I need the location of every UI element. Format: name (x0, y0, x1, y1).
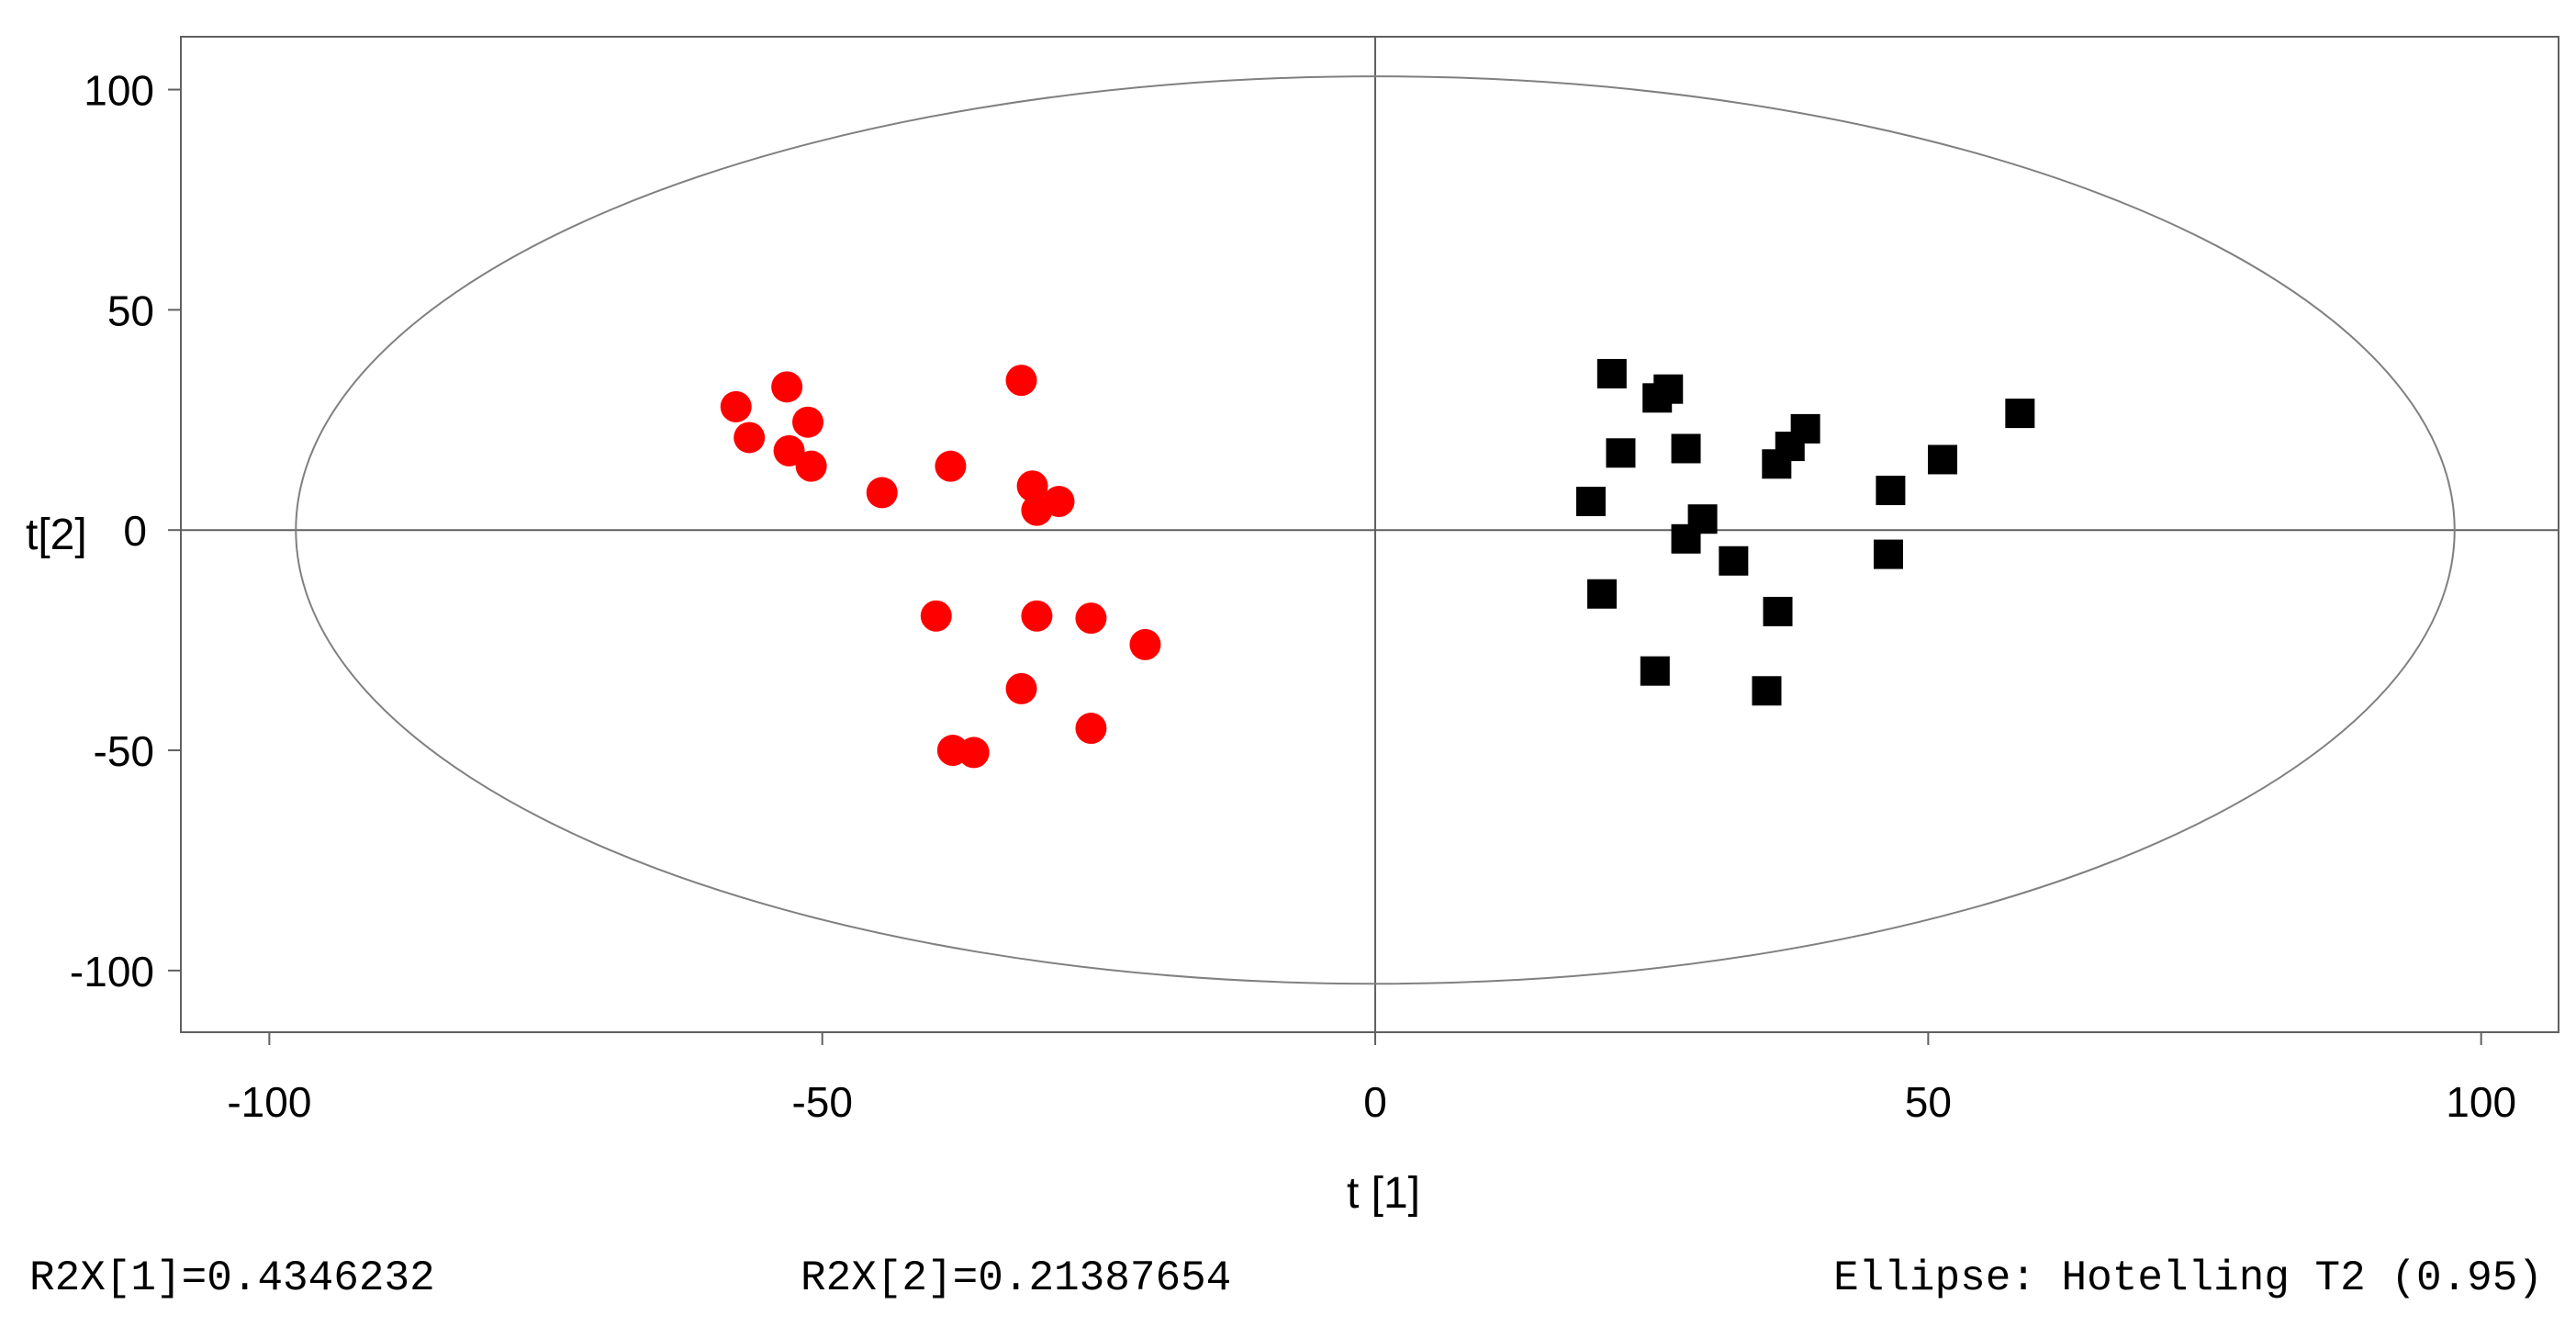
data-points (720, 358, 2035, 769)
data-point-circle (771, 371, 803, 403)
data-point-square (1763, 596, 1793, 626)
data-point-circle (1075, 713, 1107, 745)
r2x2-label: R2X[2]=0.21387654 (801, 1254, 1231, 1302)
x-tick-label: -50 (791, 1078, 852, 1126)
x-axis: -100 -50 0 50 100 (227, 1032, 2516, 1126)
hotelling-ellipse (295, 75, 2456, 985)
data-point-circle (1005, 365, 1037, 397)
data-point-circle (935, 450, 967, 482)
y-axis-title: t[2] (26, 511, 87, 559)
data-point-square (1876, 476, 1906, 506)
y-tick-label: 50 (107, 287, 154, 334)
data-point-circle (720, 390, 752, 422)
data-point-square (1719, 545, 1749, 576)
zero-lines (181, 37, 2559, 1032)
data-point-square (1762, 449, 1792, 479)
x-tick-label: 100 (2446, 1078, 2516, 1126)
data-point-circle (795, 450, 827, 482)
y-tick-label: 100 (84, 67, 154, 115)
data-point-circle (958, 737, 990, 769)
data-point-circle (1021, 600, 1053, 632)
data-point-square (1671, 523, 1701, 554)
plot-frame (180, 36, 2559, 1033)
data-point-square (1596, 358, 1627, 388)
y-tick-label: 0 (123, 507, 147, 555)
data-point-circle (773, 434, 805, 467)
data-point-square (1671, 433, 1701, 464)
data-point-circle (734, 422, 766, 454)
data-point-square (1640, 656, 1670, 686)
r2x1-label: R2X[1]=0.4346232 (29, 1254, 435, 1302)
data-point-square (1606, 438, 1636, 468)
y-tick-label: -50 (94, 727, 154, 775)
data-point-circle (866, 477, 898, 509)
data-point-circle (1005, 672, 1037, 704)
ellipse-label: Ellipse: Hotelling T2 (0.95) (1833, 1254, 2543, 1302)
data-point-circle (1016, 470, 1048, 502)
data-point-circle (1043, 486, 1075, 518)
data-point-square (1873, 539, 1903, 569)
y-axis: 100 50 -50 -100 0 (70, 67, 181, 995)
data-point-circle (792, 406, 824, 438)
x-axis-title: t [1] (1347, 1169, 1420, 1218)
data-point-square (2005, 399, 2035, 429)
data-point-square (1653, 374, 1684, 404)
data-point-circle (1075, 602, 1107, 635)
x-tick-label: 50 (1905, 1078, 1952, 1126)
data-point-square (1586, 579, 1617, 609)
data-point-square (1575, 487, 1606, 517)
x-tick-label: -100 (227, 1078, 311, 1126)
data-point-square (1928, 444, 1958, 475)
y-tick-label: -100 (70, 948, 154, 995)
x-tick-label: 0 (1363, 1078, 1387, 1126)
data-point-circle (1129, 628, 1161, 660)
data-point-circle (920, 600, 952, 632)
data-point-square (1752, 676, 1782, 706)
